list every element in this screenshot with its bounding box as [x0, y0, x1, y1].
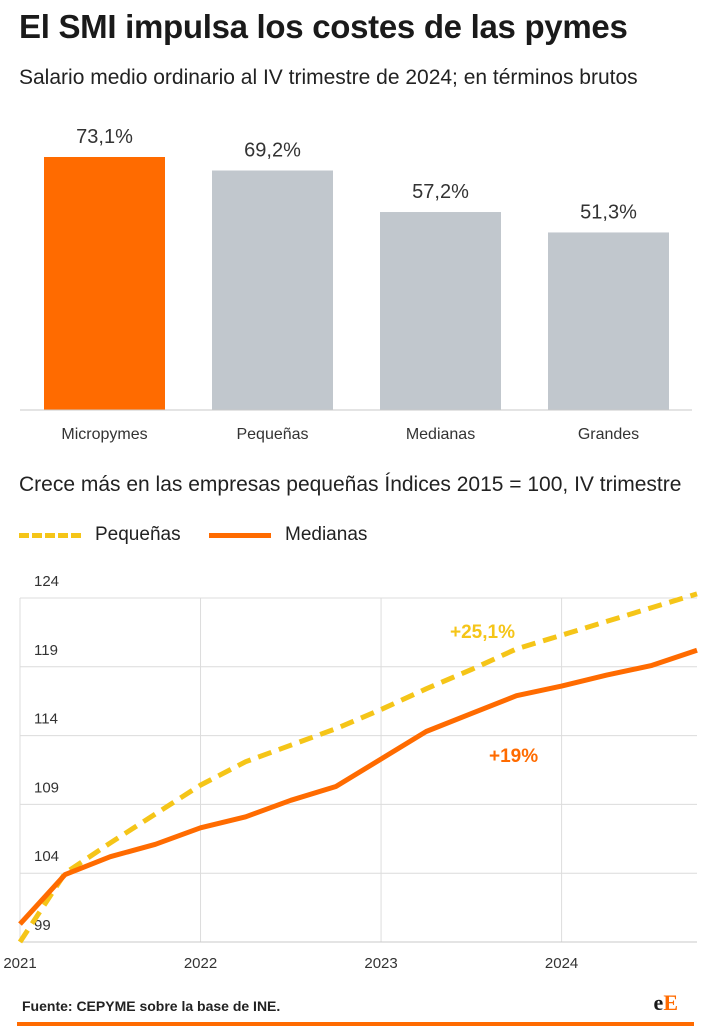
legend-swatch-medianas — [209, 532, 271, 538]
line-chart-subtitle: Crece más en las empresas pequeñas Índic… — [19, 473, 682, 496]
legend-label-medianas: Medianas — [285, 524, 368, 545]
bar-category-label-1: Micropymes — [61, 426, 147, 443]
x-tick-label-2: 2022 — [184, 955, 217, 972]
bar-value-label-3: 57,2% — [412, 181, 469, 203]
logo-lower: e — [653, 990, 664, 1015]
y-tick-label-1: 99 — [34, 917, 51, 934]
legend-item-pequenas: Pequeñas — [19, 524, 181, 546]
bar-category-label-3: Medianas — [406, 426, 475, 443]
bar-1 — [44, 157, 165, 410]
bar-value-label-4: 51,3% — [580, 201, 637, 223]
series-line-pequenas — [17, 591, 698, 944]
bar-chart-subtitle: Salario medio ordinario al IV trimestre … — [19, 66, 638, 89]
series-line-medianas — [18, 647, 698, 926]
line-chart: 99 104 109 114 119 124 2021 2022 2023 2024 +25,1% +… — [3, 573, 698, 972]
logo-upper: E — [663, 990, 678, 1015]
bar-2 — [212, 170, 333, 410]
x-tick-label-4: 2024 — [545, 955, 578, 972]
x-tick-label-3: 2023 — [364, 955, 397, 972]
legend-swatch-pequenas — [19, 532, 81, 538]
y-tick-label-4: 114 — [34, 711, 58, 728]
annotation-medianas: +19% — [489, 746, 538, 767]
bar-chart: 73,1% Micropymes 69,2% Pequeñas 57,2% Mediana… — [20, 126, 692, 443]
annotation-pequenas: +25,1% — [450, 622, 515, 643]
legend-label-pequenas: Pequeñas — [95, 524, 181, 545]
y-tick-label-5: 119 — [34, 642, 58, 659]
bar-category-label-4: Grandes — [578, 426, 639, 443]
y-tick-label-3: 109 — [34, 779, 59, 796]
chart-title: El SMI impulsa los costes de las pymes — [19, 8, 628, 45]
bar-value-label-1: 73,1% — [76, 126, 133, 148]
footer-bar — [17, 1022, 694, 1026]
bar-3 — [380, 212, 501, 410]
y-tick-label-2: 104 — [34, 848, 59, 865]
x-tick-label-1: 2021 — [3, 955, 36, 972]
legend-item-medianas: Medianas — [209, 524, 367, 546]
bar-4 — [548, 232, 669, 410]
bar-value-label-2: 69,2% — [244, 139, 301, 161]
bar-category-label-2: Pequeñas — [236, 426, 308, 443]
logo: eE — [654, 990, 678, 1016]
y-tick-label-6: 124 — [34, 573, 59, 590]
source-note: Fuente: CEPYME sobre la base de INE. — [22, 998, 281, 1014]
